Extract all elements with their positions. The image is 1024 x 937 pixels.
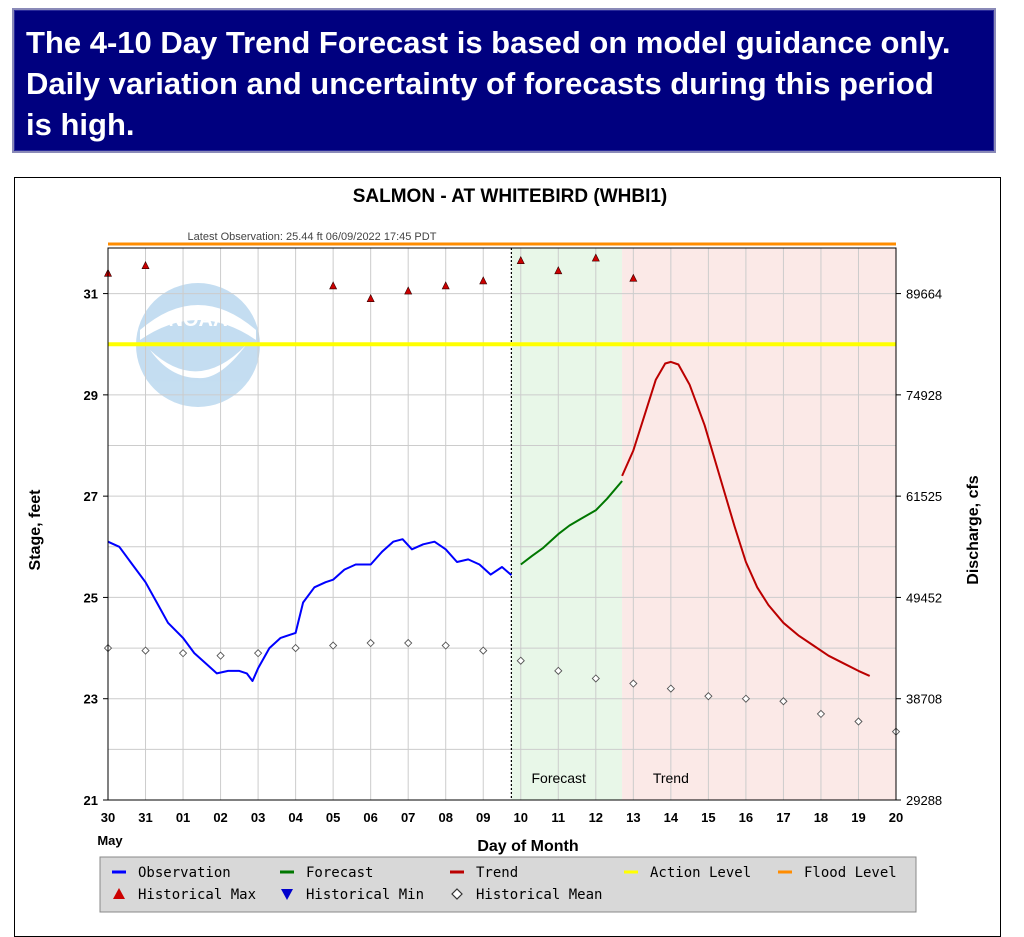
historical-mean-marker	[441, 641, 450, 650]
x-tick-label: 03	[251, 810, 265, 825]
historical-mean-marker	[816, 709, 826, 719]
historical-mean-marker	[178, 649, 188, 658]
historical-mean-marker	[629, 679, 638, 688]
x-tick-label: 12	[589, 810, 603, 825]
y-tick-label: 21	[84, 793, 98, 808]
x-tick-label: 07	[401, 810, 415, 825]
y2-tick-label: 38708	[906, 692, 942, 707]
y-tick-label: 29	[84, 388, 98, 403]
historical-mean-marker	[291, 643, 300, 653]
legend-swatch	[281, 889, 293, 900]
trend-line	[621, 360, 871, 677]
level-lines	[108, 242, 896, 347]
x-tick-label: 30	[101, 810, 115, 825]
historical-max-marker	[404, 286, 413, 295]
x-tick-label: 11	[551, 810, 565, 825]
historical-max-marker	[629, 273, 638, 282]
y2-tick-label: 61525	[906, 489, 942, 504]
legend-label: Observation	[138, 865, 231, 881]
noaa-logo-text: NOAA	[169, 309, 228, 331]
legend-label: Historical Mean	[476, 887, 602, 903]
historical-mean-marker	[216, 651, 225, 660]
historical-mean-marker	[741, 694, 751, 703]
x-tick-label: 04	[288, 810, 303, 825]
y2-tick-label: 49452	[906, 590, 942, 605]
y-tick-label: 23	[84, 692, 98, 707]
forecast-line	[520, 480, 623, 566]
trend-forecast-banner: The 4-10 Day Trend Forecast is based on …	[12, 8, 996, 153]
observation-line	[107, 538, 513, 682]
y2-tick-label: 74928	[906, 388, 942, 403]
x-tick-label: 16	[739, 810, 753, 825]
historical-mean-marker	[366, 638, 375, 648]
y-tick-label: 25	[84, 590, 98, 605]
y-axis-title: Stage, feet	[27, 489, 44, 571]
y2-tick-label: 89664	[906, 287, 942, 302]
legend-label: Historical Min	[306, 887, 424, 903]
historical-mean-marker	[554, 666, 563, 675]
historical-mean-marker	[141, 646, 150, 655]
banner-text: The 4-10 Day Trend Forecast is based on …	[26, 25, 951, 142]
x-month-label: May	[97, 833, 123, 848]
legend-label: Forecast	[306, 865, 373, 881]
x-tick-label: 20	[889, 810, 903, 825]
plot-border	[107, 247, 897, 801]
x-tick-label: 05	[326, 810, 340, 825]
chart-title: SALMON - AT WHITEBIRD (WHBI1)	[353, 186, 668, 207]
x-tick-label: 09	[476, 810, 490, 825]
historical-mean-marker	[854, 717, 863, 726]
historical-mean-marker	[591, 674, 600, 683]
historical-max-marker	[479, 276, 488, 285]
x-tick-label: 13	[626, 810, 640, 825]
legend-label: Trend	[476, 865, 518, 881]
historical-mean-marker	[404, 638, 413, 648]
axes-labels: 30 31 01 02 03 04 05 06 07 08 09 10 11 12 13 14 15 16 17 18…	[84, 287, 943, 825]
historical-mean-marker	[779, 697, 788, 706]
x-tick-label: 17	[776, 810, 790, 825]
trend-region	[622, 248, 896, 800]
x-tick-label: 15	[701, 810, 715, 825]
historical-mean-marker	[704, 692, 713, 701]
latest-observation: Latest Observation: 25.44 ft 06/09/2022 …	[188, 231, 437, 243]
x-tick-label: 10	[514, 810, 528, 825]
historical-max-marker	[441, 281, 450, 290]
x-tick-label: 31	[138, 810, 152, 825]
legend-swatch	[113, 888, 125, 899]
historical-max-marker	[591, 253, 600, 262]
x-tick-label: 01	[176, 810, 190, 825]
trend-region-label: Trend	[653, 770, 689, 786]
y2-axis-title: Discharge, cfs	[965, 475, 982, 584]
legend: Observation Forecast Trend Action Level Floo…	[99, 856, 917, 913]
x-tick-label: 06	[363, 810, 377, 825]
data-series	[107, 360, 871, 682]
historical-max-marker	[141, 261, 150, 270]
x-tick-label: 02	[213, 810, 227, 825]
forecast-region-label: Forecast	[531, 770, 586, 786]
y-tick-label: 27	[84, 489, 98, 504]
y-tick-label: 31	[84, 287, 98, 302]
historical-max-marker	[366, 293, 375, 302]
x-tick-label: 14	[664, 810, 679, 825]
historical-mean-marker	[253, 649, 263, 658]
x-axis-title: Day of Month	[477, 838, 578, 855]
x-tick-label: 08	[438, 810, 452, 825]
y2-tick-label: 29288	[906, 793, 942, 808]
forecast-region	[511, 248, 623, 800]
historical-mean-marker	[329, 641, 338, 650]
historical-mean-marker	[666, 684, 675, 693]
x-tick-label: 18	[814, 810, 828, 825]
historical-max-marker	[516, 255, 525, 264]
legend-label: Flood Level	[804, 865, 897, 881]
historical-mean-marker	[479, 646, 488, 655]
historical-max-marker	[554, 266, 563, 275]
x-tick-label: 19	[851, 810, 865, 825]
legend-label: Action Level	[650, 865, 751, 881]
historical-max-marker	[329, 281, 338, 290]
legend-swatch	[451, 888, 463, 900]
historical-mean-marker	[516, 656, 525, 665]
legend-label: Historical Max	[138, 887, 256, 903]
